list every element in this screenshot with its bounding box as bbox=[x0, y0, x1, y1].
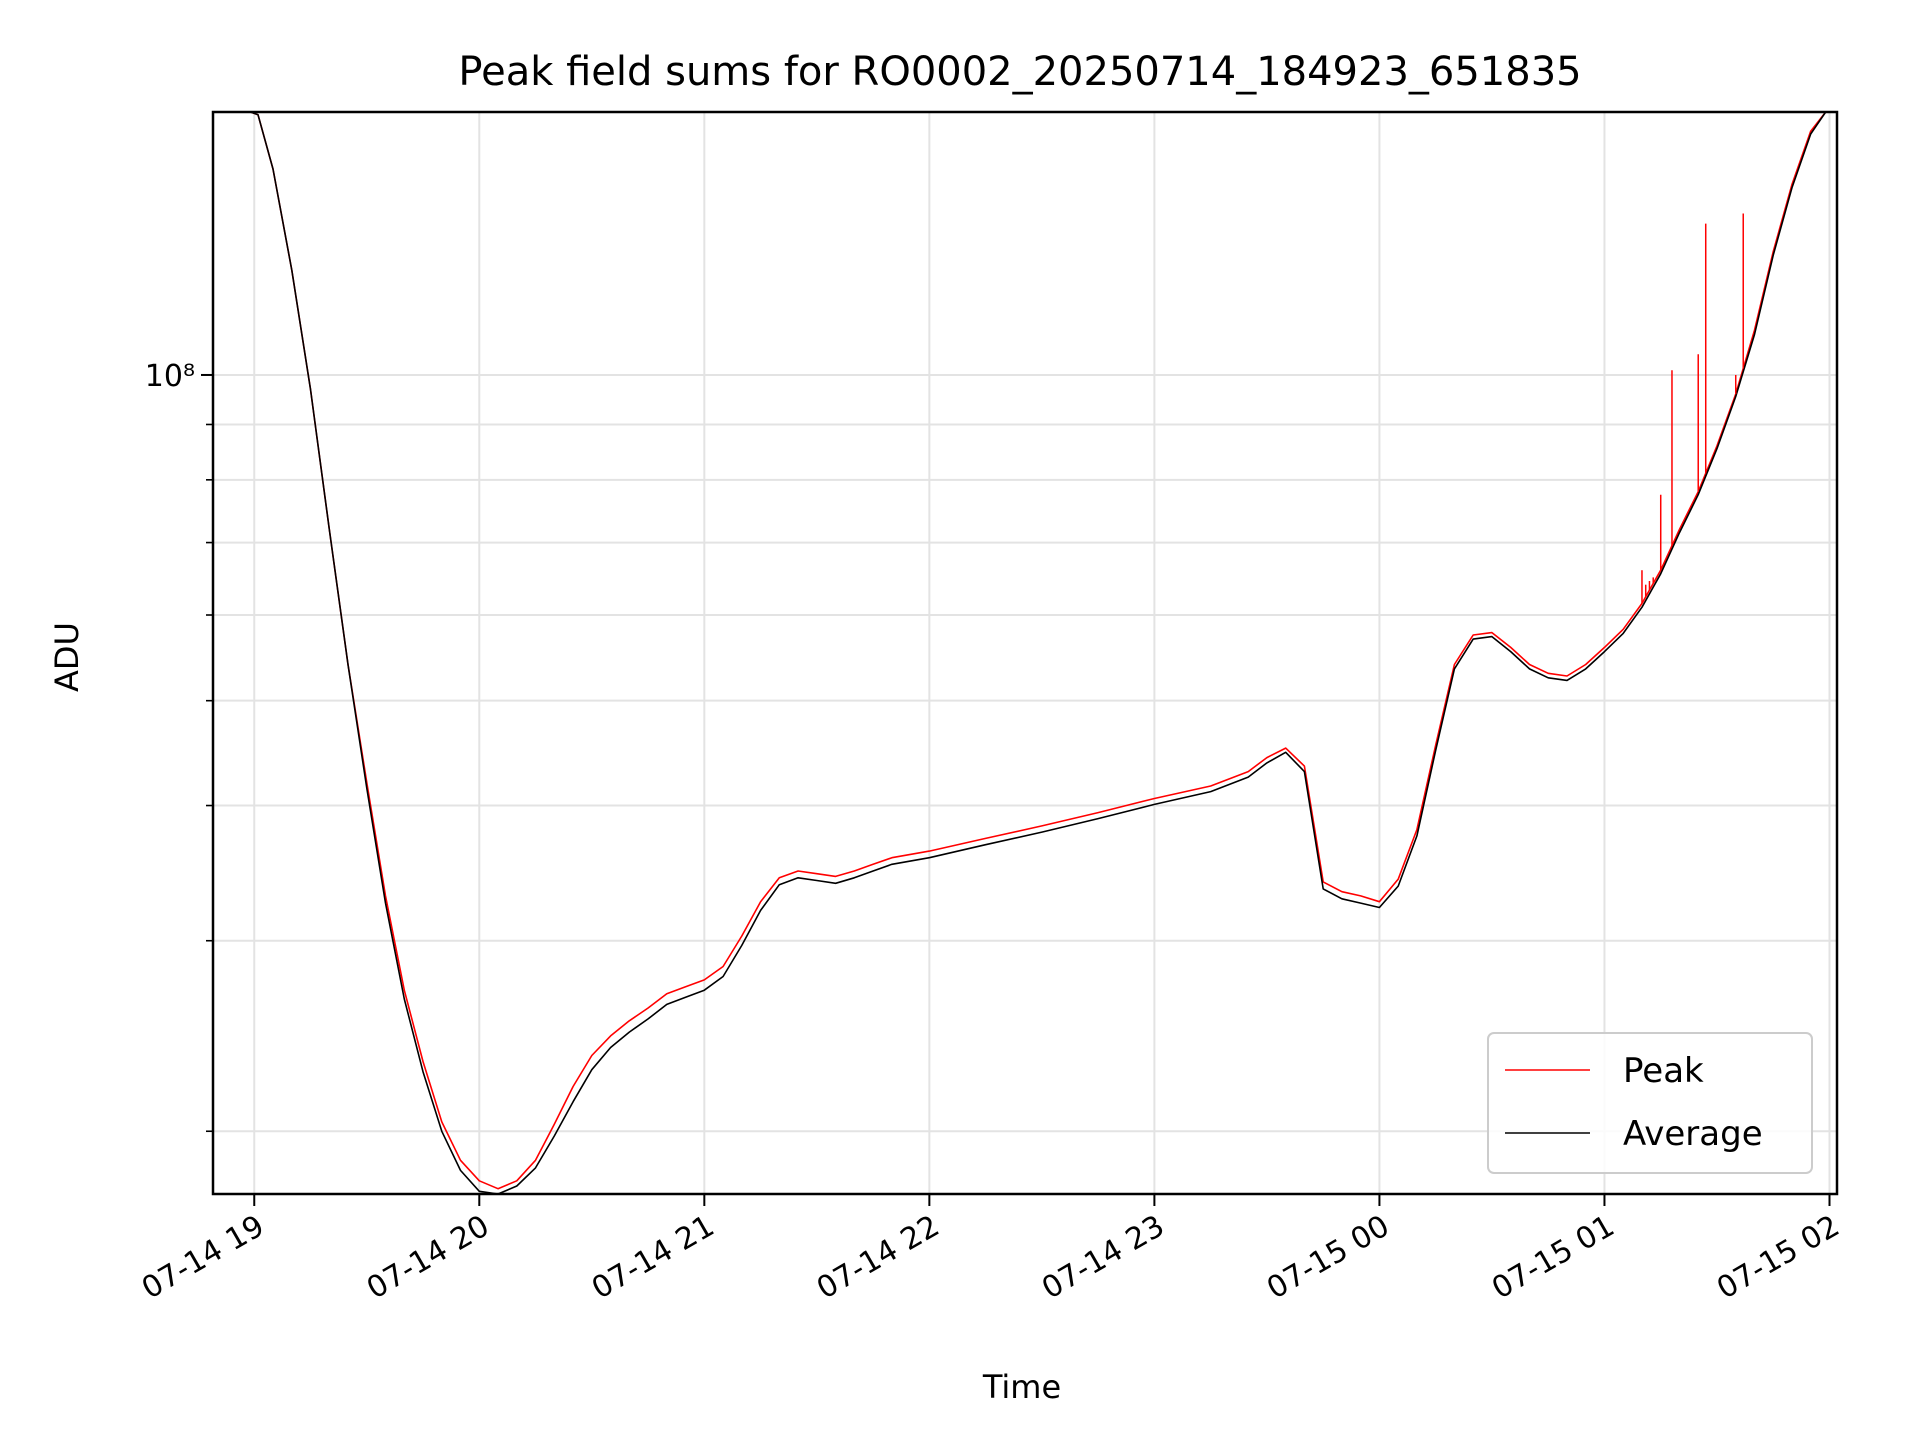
chart-title: Peak field sums for RO0002_20250714_1849… bbox=[458, 49, 1581, 95]
legend: Peak Average bbox=[1487, 1032, 1813, 1174]
legend-box bbox=[1487, 1032, 1813, 1174]
legend-label-average: Average bbox=[1623, 1114, 1763, 1154]
series-layer bbox=[250, 111, 1827, 1195]
series-line-peak bbox=[250, 111, 1827, 1190]
series-line-average bbox=[250, 111, 1827, 1195]
legend-label-peak: Peak bbox=[1623, 1051, 1704, 1091]
plot-frame bbox=[211, 110, 1839, 1196]
y-axis-label: ADU bbox=[48, 622, 86, 692]
grid bbox=[213, 112, 1837, 1194]
x-axis-label: Time bbox=[982, 1368, 1061, 1406]
y-tick-label: 10⁸ bbox=[145, 359, 195, 394]
